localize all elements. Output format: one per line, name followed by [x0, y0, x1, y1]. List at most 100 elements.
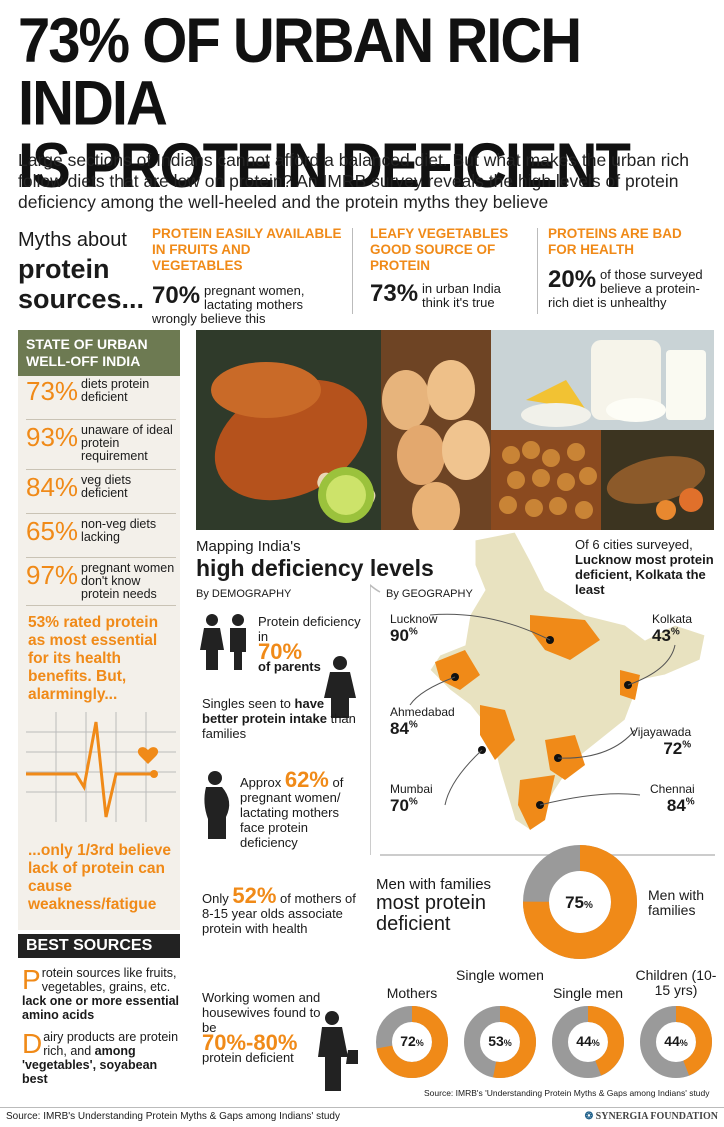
divider [352, 228, 353, 314]
parents-block: Protein deficiency in 70% of parents [258, 614, 368, 674]
heartbeat-icon [26, 712, 176, 822]
state-head: STATE OF URBAN WELL-OFF INDIA [18, 332, 180, 376]
city-name: Mumbai [390, 782, 433, 796]
pregnant-block: Approx 62% of pregnant women/ lactating … [240, 769, 365, 851]
donut-value-arc [552, 1006, 624, 1078]
group-pct: 53% [488, 1033, 512, 1049]
group-label: Single women [456, 967, 544, 983]
city-mumbai: Mumbai 70% [390, 782, 433, 816]
cities-note: Of 6 cities surveyed, Lucknow most prote… [575, 537, 715, 597]
men-pct: 75% [565, 893, 593, 912]
by-demography: By DEMOGRAPHY [196, 588, 292, 600]
footer: Source: IMRB's Understanding Protein Myt… [0, 1107, 724, 1125]
state-panel: STATE OF URBAN WELL-OFF INDIA 73% diets … [18, 330, 180, 930]
city-name: Ahmedabad [390, 705, 455, 719]
city-pct: 90% [390, 626, 418, 645]
stat-pct: 84% [26, 472, 79, 502]
by-geography: By GEOGRAPHY [386, 588, 473, 600]
parents-icon [200, 614, 246, 670]
city-pct: 43% [652, 626, 680, 645]
drop-cap: P [22, 964, 41, 995]
group-label: Mothers [386, 985, 438, 1001]
city-pct: 72% [663, 739, 692, 758]
best-sources-head: BEST SOURCES [18, 934, 180, 958]
group-donut [552, 1006, 624, 1078]
city-name: Vijayawada [630, 725, 692, 739]
myth-text: in urban India think it's true [422, 281, 501, 310]
single-person-icon [324, 656, 356, 718]
group-label: Children (10-15 yrs) [635, 967, 717, 998]
drop-cap: D [22, 1028, 43, 1059]
donut-value-arc [376, 1006, 448, 1078]
group-donut [640, 1006, 712, 1078]
stat-pct: 93% [26, 422, 79, 452]
myths-title-big2: sources... [18, 284, 145, 314]
inner-source: Source: IMRB's 'Understanding Protein My… [424, 1088, 710, 1098]
group-pct: 44% [576, 1033, 600, 1049]
stat-text: diets protein deficient [81, 377, 150, 404]
best-bold: lack one or more essential amino acids [22, 994, 180, 1022]
city-chennai: Chennai 84% [650, 782, 695, 816]
stat-text: pregnant women don't know protein needs [81, 561, 175, 601]
city-ahmedabad: Ahmedabad 84% [390, 705, 455, 739]
group-label: Single men [552, 985, 624, 1001]
donut-value-arc [464, 1006, 536, 1078]
working-text: Working women and housewives found to be [202, 990, 321, 1035]
myth-bad: PROTEINS ARE BAD FOR HEALTH 20% of those… [548, 226, 713, 310]
myth-text: of those surveyed believe a protein-rich… [548, 267, 703, 310]
group-donut [376, 1006, 448, 1078]
divider [537, 228, 538, 314]
parents-of: of parents [258, 659, 321, 674]
singles-plain: Singles seen to [202, 696, 291, 711]
myth-head: LEAFY VEGETABLES GOOD SOURCE OF PROTEIN [370, 226, 509, 273]
singles-bold: have better protein intake [202, 696, 327, 726]
city-pct: 70% [390, 796, 418, 815]
working-pct: 70%-80% [202, 1030, 298, 1055]
headline: 73% OF URBAN RICH INDIA IS PROTEIN DEFIC… [18, 9, 718, 202]
men-title2: most protein deficient [376, 892, 487, 935]
rated-text: 53% rated protein as most essential for … [28, 614, 159, 703]
intro-text: Large sections of Indians cannot afford … [18, 150, 689, 212]
stat-text: unaware of ideal protein requirement [81, 423, 173, 463]
stat-row: 93% unaware of ideal protein requirement [26, 422, 176, 470]
pregnant-woman-icon [204, 771, 230, 839]
working-block: Working women and housewives found to be… [202, 990, 332, 1065]
men-label: Men with families [648, 887, 705, 918]
food-photos [196, 330, 714, 530]
myths-title-small: Myths about [18, 229, 127, 251]
mothers-block: Only 52% of mothers of 8-15 year olds as… [202, 885, 362, 937]
city-lucknow: Lucknow 90% [390, 612, 437, 646]
footer-brand: ❂ SYNERGIA FOUNDATION [584, 1111, 718, 1122]
men-title: Men with families most protein deficient [376, 876, 526, 935]
myth-pct: 20% [548, 266, 597, 293]
best-text: rotein sources like fruits, vegetables, … [41, 966, 177, 994]
stat-row: 73% diets protein deficient [26, 376, 176, 420]
pregnant-post: of pregnant women/ lactating mothers fac… [240, 775, 344, 850]
myth-text: pregnant women, lactating mothers wrongl… [152, 283, 305, 326]
stat-pct: 65% [26, 516, 79, 546]
pregnant-pre: Approx [240, 775, 282, 790]
mapping-title: Mapping India's high deficiency levels [196, 538, 434, 581]
headline-line2: IS PROTEIN DEFICIENT [18, 130, 631, 202]
cities-note-bold: Lucknow most protein deficient, Kolkata … [575, 552, 714, 597]
stat-row: 84% veg diets deficient [26, 472, 176, 514]
parents-text: Protein deficiency in [258, 614, 361, 644]
donut-value-arc [523, 845, 637, 959]
stat-row: 97% pregnant women don't know protein ne… [26, 560, 176, 606]
myth-leafy: LEAFY VEGETABLES GOOD SOURCE OF PROTEIN … [370, 226, 530, 310]
myth-pct: 70% [152, 282, 201, 309]
mothers-post: of mothers of 8-15 year olds associate p… [202, 891, 356, 936]
myth-fruits: PROTEIN EASILY AVAILABLE IN FRUITS AND V… [152, 226, 342, 326]
mothers-pct: 52% [232, 883, 277, 908]
group-donut [464, 1006, 536, 1078]
myths-title: Myths about protein sources... [18, 226, 158, 314]
city-pct: 84% [390, 719, 418, 738]
stat-text: veg diets deficient [81, 473, 132, 500]
only-text: ...only 1/3rd believe lack of protein ca… [28, 842, 172, 913]
men-title1: Men with families [376, 876, 492, 893]
stat-row: 65% non-veg diets lacking [26, 516, 176, 558]
myth-head: PROTEINS ARE BAD FOR HEALTH [548, 226, 682, 257]
best-bold: among 'vegetables', soyabean best [22, 1044, 158, 1086]
